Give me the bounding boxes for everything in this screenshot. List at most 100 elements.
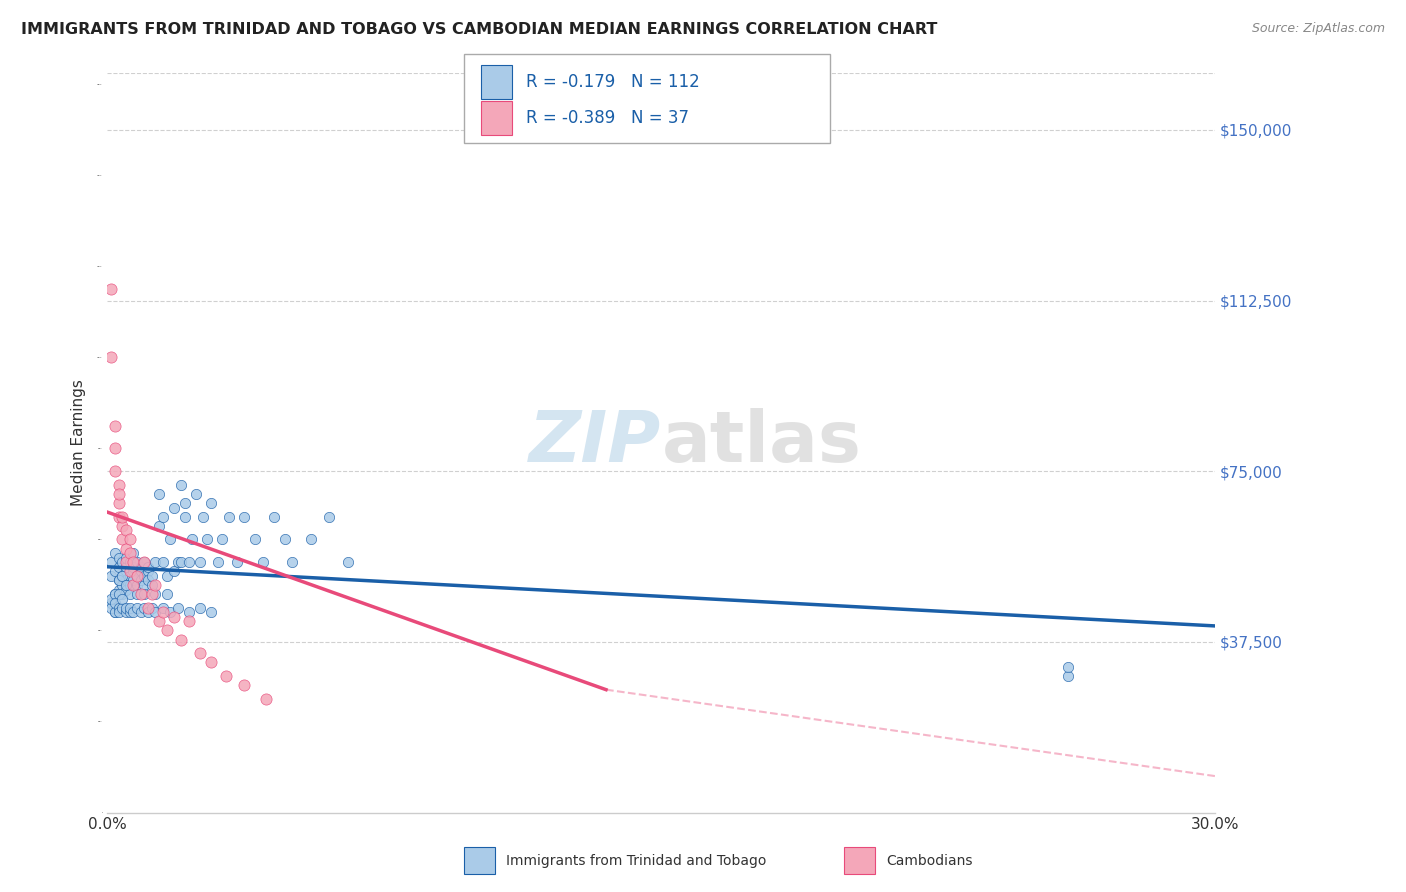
Point: [104, 605, 127, 619]
Point: [100, 600, 122, 615]
Point: [118, 569, 141, 583]
Point: [1056, 669, 1078, 683]
Point: [115, 605, 138, 619]
Point: [107, 496, 129, 510]
Point: [129, 605, 152, 619]
Point: [145, 578, 167, 592]
Point: [115, 600, 138, 615]
Point: [111, 555, 134, 569]
Point: [134, 569, 156, 583]
Point: [136, 574, 159, 588]
Point: [136, 605, 159, 619]
Point: [214, 669, 236, 683]
Point: [129, 574, 152, 588]
Point: [107, 559, 129, 574]
Point: [115, 550, 138, 565]
Point: [136, 559, 159, 574]
Point: [129, 559, 152, 574]
Point: [134, 578, 156, 592]
Point: [159, 605, 181, 619]
Point: [177, 555, 200, 569]
Point: [122, 605, 145, 619]
Point: [211, 533, 233, 547]
Point: [107, 605, 129, 619]
Point: [115, 578, 138, 592]
Point: [125, 569, 148, 583]
Point: [100, 591, 122, 606]
Point: [155, 587, 177, 601]
Point: [104, 546, 127, 560]
Point: [145, 555, 167, 569]
Point: [115, 559, 138, 574]
Point: [184, 487, 207, 501]
Point: [145, 587, 167, 601]
Point: [243, 533, 266, 547]
Point: [115, 555, 138, 569]
Point: [233, 509, 256, 524]
Point: [177, 615, 200, 629]
Point: [107, 582, 129, 597]
Point: [200, 496, 222, 510]
Point: [111, 600, 134, 615]
Point: [107, 478, 129, 492]
Point: [188, 646, 211, 660]
Point: [104, 464, 127, 478]
Point: [134, 587, 156, 601]
Point: [159, 533, 181, 547]
Point: [118, 546, 141, 560]
Point: [193, 509, 215, 524]
Point: [115, 541, 138, 556]
Point: [111, 578, 134, 592]
Point: [115, 524, 138, 538]
Point: [125, 569, 148, 583]
Point: [115, 582, 138, 597]
Point: [122, 574, 145, 588]
Point: [318, 509, 340, 524]
Point: [163, 610, 186, 624]
Point: [122, 565, 145, 579]
Point: [111, 518, 134, 533]
Point: [152, 600, 174, 615]
Point: [152, 509, 174, 524]
Point: [122, 555, 145, 569]
Point: [233, 678, 256, 692]
Point: [129, 565, 152, 579]
Point: [155, 569, 177, 583]
Point: [118, 555, 141, 569]
Point: [100, 351, 122, 365]
Point: [136, 565, 159, 579]
Point: [118, 587, 141, 601]
Point: [115, 565, 138, 579]
Point: [148, 518, 170, 533]
Point: [170, 478, 193, 492]
Point: [104, 596, 127, 610]
Point: [122, 578, 145, 592]
Text: Immigrants from Trinidad and Tobago: Immigrants from Trinidad and Tobago: [506, 854, 766, 868]
Point: [141, 600, 163, 615]
Point: [200, 656, 222, 670]
Text: IMMIGRANTS FROM TRINIDAD AND TOBAGO VS CAMBODIAN MEDIAN EARNINGS CORRELATION CHA: IMMIGRANTS FROM TRINIDAD AND TOBAGO VS C…: [21, 22, 938, 37]
Point: [281, 555, 304, 569]
Point: [122, 546, 145, 560]
Point: [100, 555, 122, 569]
Point: [141, 587, 163, 601]
Point: [254, 691, 277, 706]
Point: [111, 509, 134, 524]
Text: atlas: atlas: [661, 409, 862, 477]
Point: [155, 624, 177, 638]
Point: [107, 574, 129, 588]
Point: [104, 587, 127, 601]
Point: [104, 605, 127, 619]
Point: [111, 591, 134, 606]
Point: [141, 569, 163, 583]
Point: [104, 442, 127, 456]
Point: [163, 500, 186, 515]
Point: [188, 600, 211, 615]
Text: Cambodians: Cambodians: [886, 854, 973, 868]
Point: [177, 605, 200, 619]
Point: [145, 605, 167, 619]
Text: ZIP: ZIP: [529, 409, 661, 477]
Point: [129, 587, 152, 601]
Point: [111, 569, 134, 583]
Point: [225, 555, 247, 569]
